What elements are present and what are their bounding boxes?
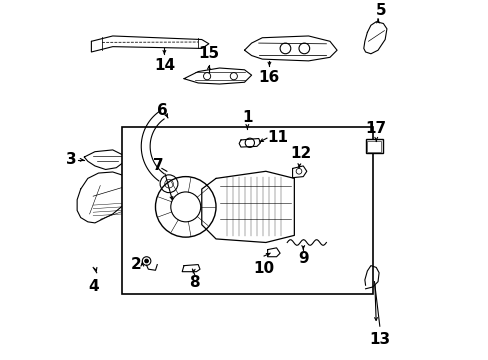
Text: 14: 14 [154,58,175,73]
Bar [366,141,380,152]
Text: 17: 17 [365,121,386,136]
Text: 3: 3 [66,152,77,167]
Text: 13: 13 [368,332,389,347]
Circle shape [144,259,148,263]
Text: 1: 1 [242,110,252,125]
Text: 4: 4 [88,279,98,294]
Text: 5: 5 [375,3,386,18]
Text: 16: 16 [258,70,280,85]
Text: 10: 10 [253,261,274,276]
Text: 12: 12 [289,146,311,161]
Text: 8: 8 [189,275,200,290]
Text: 9: 9 [297,251,308,266]
Bar [122,127,372,294]
Text: 11: 11 [267,130,288,145]
Text: 15: 15 [198,46,219,61]
Bar [365,139,382,153]
Text: 2: 2 [130,257,141,272]
Text: 6: 6 [156,103,167,118]
Text: 7: 7 [153,158,163,174]
